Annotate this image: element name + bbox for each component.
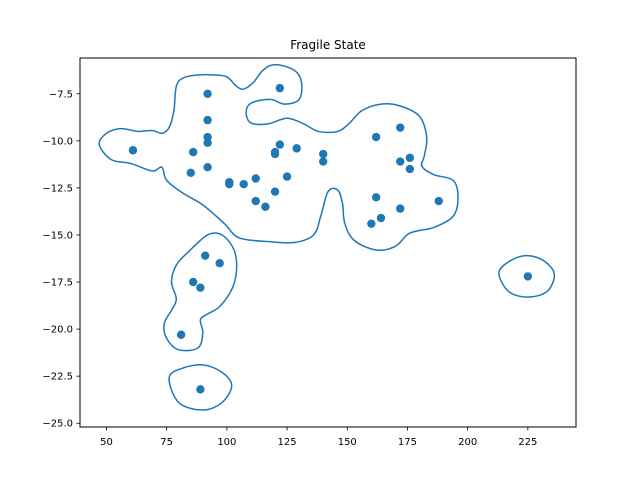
data-point-18	[275, 140, 285, 149]
y-tick-label: −12.5	[42, 183, 73, 194]
data-point-3	[188, 147, 198, 157]
data-point-24	[371, 132, 381, 142]
x-tick-label: 150	[338, 437, 357, 448]
data-point-13	[251, 196, 260, 206]
y-tick-label: −17.5	[42, 278, 73, 289]
data-point-1	[128, 146, 138, 155]
y-tick-label: −7.5	[49, 89, 73, 100]
data-point-20	[282, 172, 292, 181]
data-point-22	[318, 149, 328, 159]
data-point-29	[396, 157, 405, 166]
plot-frame	[79, 57, 577, 428]
y-tick-label: −15.0	[42, 230, 73, 241]
data-point-32	[405, 164, 415, 174]
y-tick-label: −25.0	[42, 419, 73, 430]
scatter-points	[128, 83, 533, 394]
x-tick-label: 50	[100, 437, 113, 448]
chart-title: Fragile State	[290, 38, 366, 52]
y-tick-label: −22.5	[42, 372, 73, 383]
contour-3	[168, 364, 233, 411]
x-tick-label: 175	[398, 437, 417, 448]
data-point-38	[176, 330, 186, 339]
data-point-25	[371, 193, 381, 202]
data-point-21	[292, 144, 301, 153]
data-point-23	[318, 157, 328, 166]
data-point-28	[396, 123, 405, 132]
x-tick-label: 200	[458, 437, 477, 448]
data-point-27	[376, 213, 386, 223]
data-point-30	[396, 204, 405, 213]
data-point-34	[201, 251, 210, 260]
data-point-33	[434, 196, 443, 206]
data-point-15	[270, 187, 280, 196]
data-point-8	[203, 162, 212, 172]
data-point-17	[270, 149, 280, 159]
axes: 50 75 100 125 150 175 200 225 −25.0 −22.5 −20.0 −17…	[42, 89, 537, 448]
data-point-2	[186, 168, 195, 178]
y-tick-label: −20.0	[42, 325, 73, 336]
data-point-37	[196, 283, 205, 292]
data-point-19	[275, 83, 285, 93]
density-contours	[98, 63, 556, 411]
x-tick-label: 100	[217, 437, 236, 448]
contour-2	[163, 232, 238, 352]
x-tick-label: 75	[160, 437, 173, 448]
data-point-31	[405, 153, 415, 162]
data-point-5	[203, 115, 212, 125]
data-point-14	[261, 202, 270, 211]
data-point-7	[203, 138, 212, 147]
data-point-36	[188, 277, 198, 287]
data-point-26	[367, 219, 376, 228]
contour-4	[498, 254, 556, 298]
x-tick-label: 125	[278, 437, 297, 448]
data-point-10	[225, 178, 234, 187]
data-point-4	[203, 89, 212, 98]
x-tick-label: 225	[518, 437, 537, 448]
contour-1	[98, 63, 459, 252]
y-tick-label: −10.0	[42, 136, 73, 147]
data-point-12	[251, 174, 260, 183]
data-point-11	[239, 179, 248, 189]
data-point-39	[196, 385, 205, 394]
data-point-35	[215, 259, 224, 268]
data-point-40	[523, 272, 533, 281]
